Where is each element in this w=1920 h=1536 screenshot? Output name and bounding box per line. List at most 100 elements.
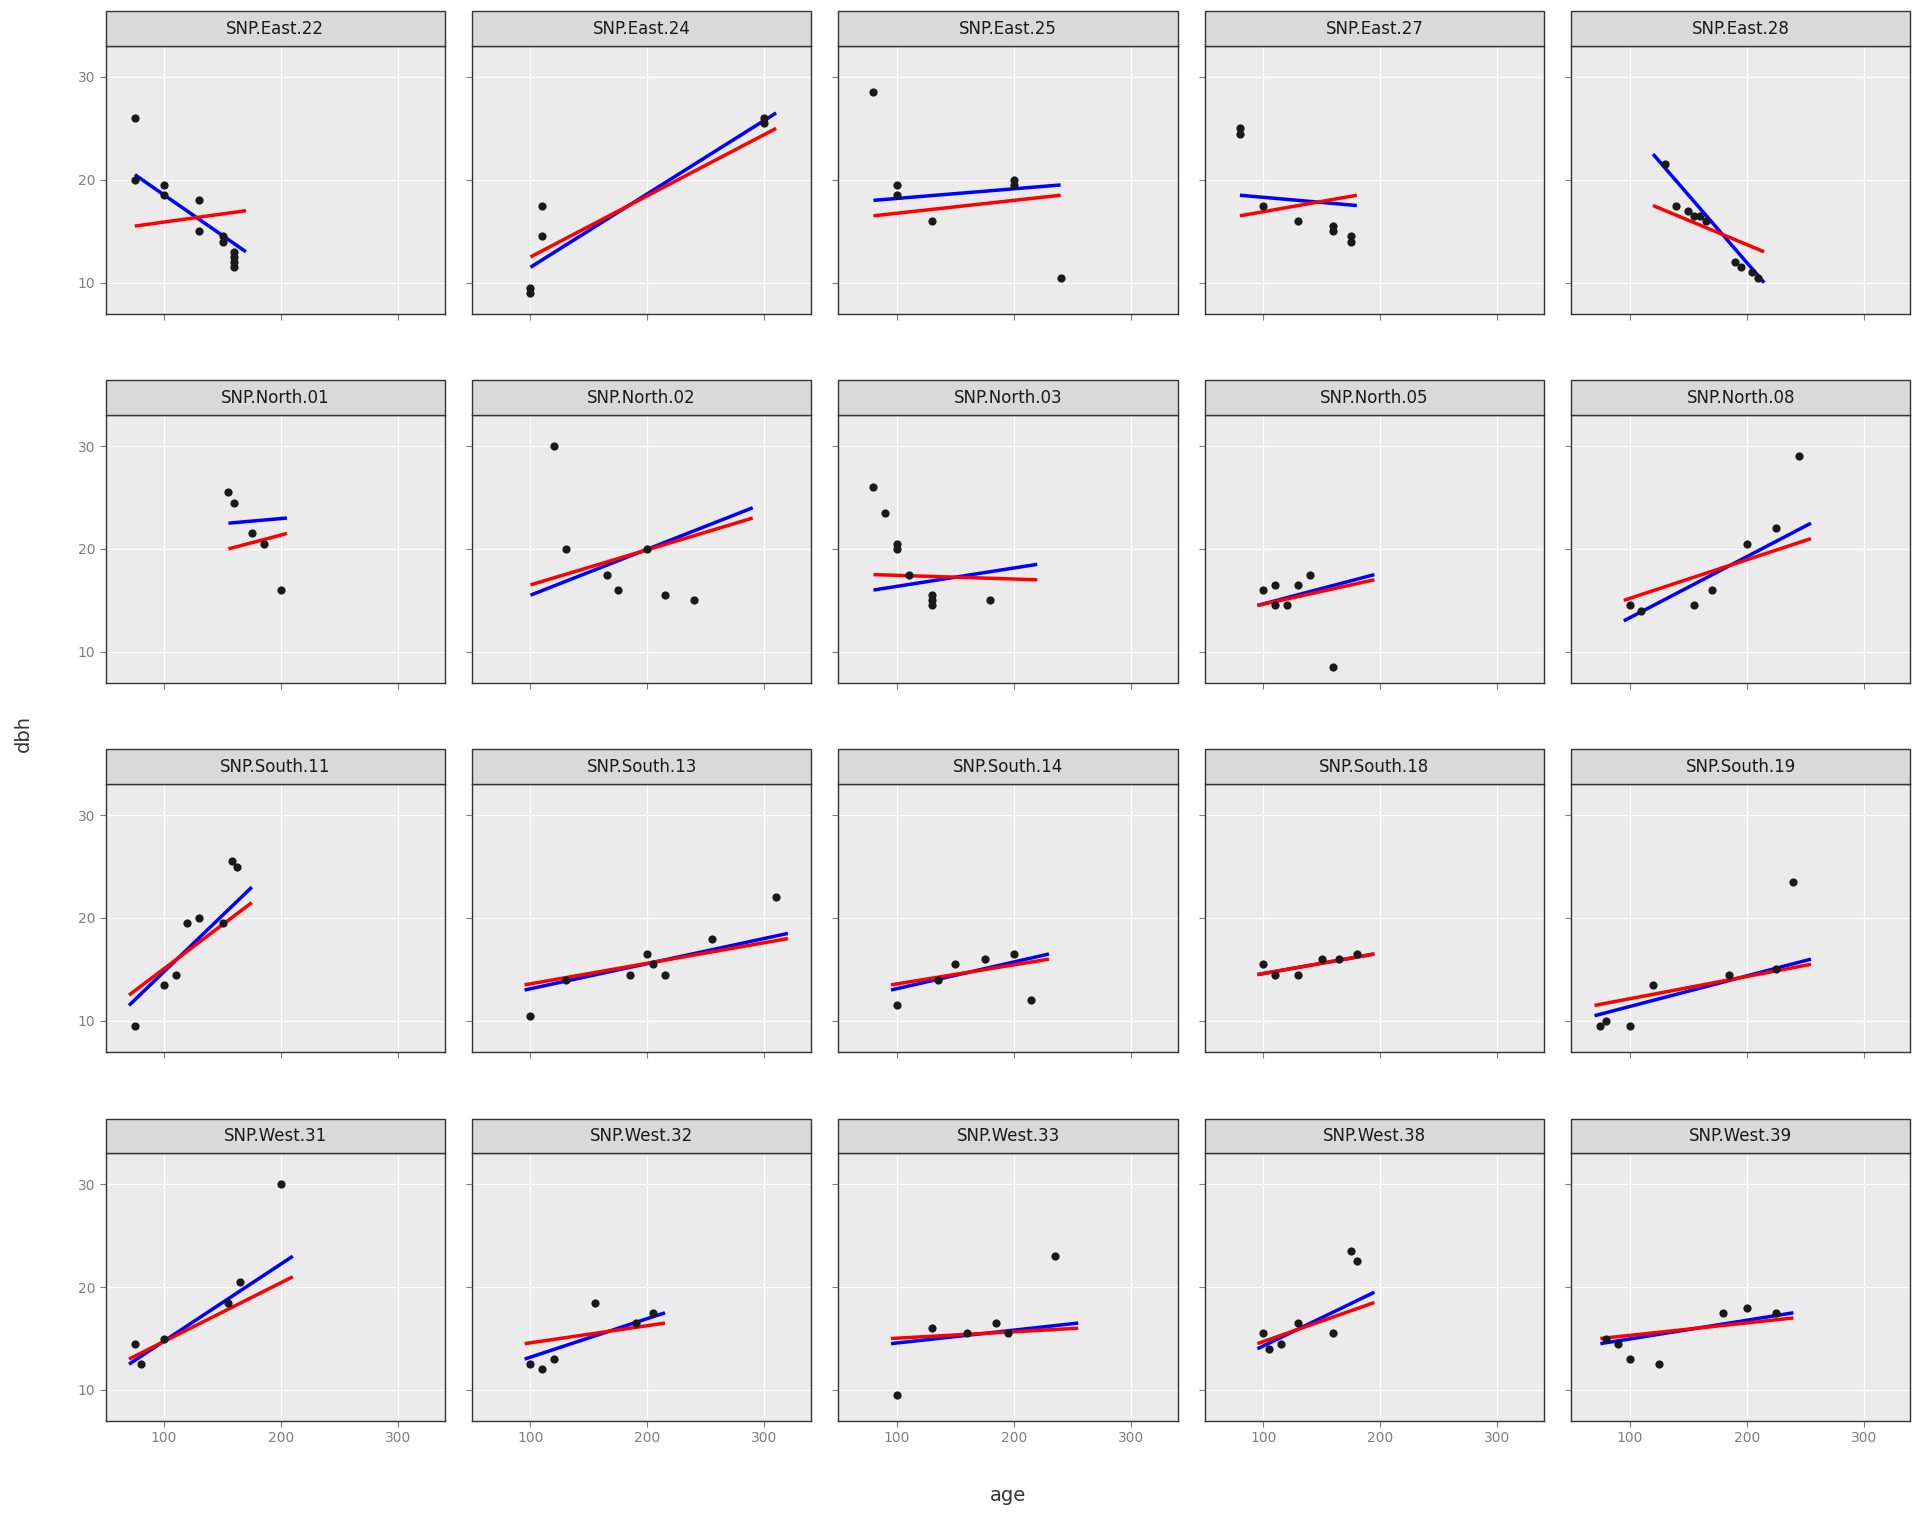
Point — [1695, 578, 1726, 602]
Text: SNP.East.22: SNP.East.22 — [227, 20, 324, 38]
Point — [680, 588, 710, 613]
Point — [1306, 946, 1336, 971]
Point — [881, 994, 912, 1018]
Point — [749, 111, 780, 135]
Point — [941, 952, 972, 977]
Point — [184, 187, 215, 212]
Point — [1715, 962, 1745, 986]
Point — [219, 490, 250, 515]
Point — [649, 962, 680, 986]
Point — [1638, 972, 1668, 997]
Point — [632, 536, 662, 561]
Point — [1336, 1238, 1367, 1263]
Point — [219, 240, 250, 264]
Point — [881, 531, 912, 556]
Point — [1271, 593, 1302, 617]
Point — [916, 209, 947, 233]
Point — [760, 885, 791, 909]
Point — [1283, 573, 1313, 598]
Point — [119, 1014, 150, 1038]
Text: SNP.East.24: SNP.East.24 — [593, 20, 691, 38]
Point — [1342, 942, 1373, 966]
Point — [1248, 194, 1279, 218]
Point — [538, 433, 568, 458]
Point — [1265, 1332, 1296, 1356]
Point — [1248, 952, 1279, 977]
Point — [981, 1310, 1012, 1335]
Point — [213, 481, 244, 505]
Point — [515, 1003, 545, 1028]
Point — [119, 167, 150, 192]
Text: SNP.East.27: SNP.East.27 — [1325, 20, 1423, 38]
Point — [1732, 531, 1763, 556]
Point — [551, 536, 582, 561]
Point — [148, 1326, 179, 1350]
Point — [1260, 573, 1290, 598]
Point — [637, 1301, 668, 1326]
Point — [1283, 1310, 1313, 1335]
Point — [219, 250, 250, 275]
Point — [1709, 1301, 1740, 1326]
Point — [236, 521, 267, 545]
Point — [148, 972, 179, 997]
Point — [526, 224, 557, 249]
Point — [219, 244, 250, 269]
Point — [125, 1352, 156, 1376]
Text: SNP.North.05: SNP.North.05 — [1321, 389, 1428, 407]
Point — [881, 536, 912, 561]
Point — [922, 968, 952, 992]
Text: SNP.West.39: SNP.West.39 — [1690, 1127, 1793, 1144]
Point — [916, 582, 947, 607]
Point — [213, 1290, 244, 1315]
Point — [207, 229, 238, 253]
Point — [1678, 593, 1709, 617]
Text: SNP.West.32: SNP.West.32 — [589, 1127, 693, 1144]
Point — [515, 275, 545, 300]
Point — [893, 562, 924, 587]
Point — [870, 501, 900, 525]
Point — [881, 1382, 912, 1407]
Point — [1319, 214, 1350, 238]
Point — [1044, 266, 1075, 290]
Point — [1761, 957, 1791, 982]
Point — [1325, 946, 1356, 971]
Point — [551, 968, 582, 992]
Point — [1784, 444, 1814, 468]
Text: SNP.East.25: SNP.East.25 — [960, 20, 1056, 38]
Point — [148, 183, 179, 207]
Point — [217, 849, 248, 874]
Point — [1661, 194, 1692, 218]
Point — [620, 1310, 651, 1335]
Point — [1260, 962, 1290, 986]
Point — [265, 578, 296, 602]
Point — [1225, 117, 1256, 141]
Point — [993, 1321, 1023, 1346]
Point — [858, 475, 889, 499]
Point — [881, 172, 912, 197]
Point — [998, 172, 1029, 197]
Point — [1336, 229, 1367, 253]
Text: SNP.West.38: SNP.West.38 — [1323, 1127, 1427, 1144]
Point — [1732, 1295, 1763, 1319]
Point — [1615, 593, 1645, 617]
Point — [119, 1332, 150, 1356]
Point — [1603, 1332, 1634, 1356]
Point — [1586, 1014, 1617, 1038]
Point — [1016, 988, 1046, 1012]
Point — [161, 962, 192, 986]
Point — [219, 255, 250, 280]
Text: SNP.South.19: SNP.South.19 — [1686, 757, 1795, 776]
Point — [916, 593, 947, 617]
Point — [1738, 260, 1768, 284]
Text: SNP.South.14: SNP.South.14 — [952, 757, 1064, 776]
Point — [916, 1316, 947, 1341]
Point — [1672, 198, 1703, 223]
Point — [515, 281, 545, 306]
Point — [1726, 255, 1757, 280]
Point — [207, 911, 238, 935]
Point — [526, 1358, 557, 1382]
Text: SNP.North.03: SNP.North.03 — [954, 389, 1062, 407]
Point — [538, 1347, 568, 1372]
Point — [1690, 209, 1720, 233]
Point — [1761, 1301, 1791, 1326]
